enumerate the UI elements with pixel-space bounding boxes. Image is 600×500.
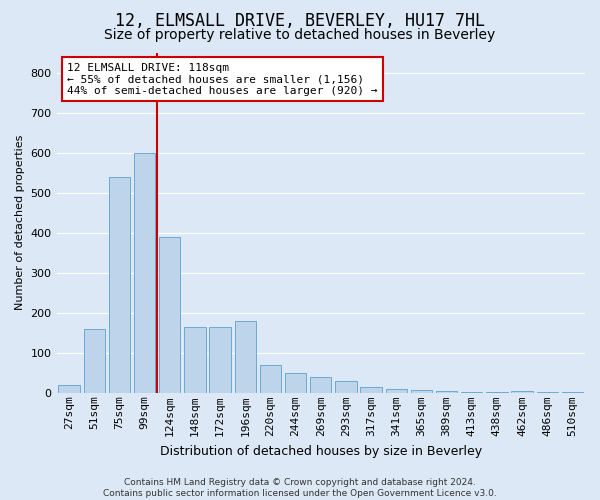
Bar bbox=[134, 152, 155, 393]
Bar bbox=[562, 392, 583, 393]
Text: Size of property relative to detached houses in Beverley: Size of property relative to detached ho… bbox=[104, 28, 496, 42]
Bar bbox=[411, 390, 432, 393]
Bar bbox=[109, 176, 130, 393]
Text: Contains HM Land Registry data © Crown copyright and database right 2024.
Contai: Contains HM Land Registry data © Crown c… bbox=[103, 478, 497, 498]
Bar bbox=[159, 236, 181, 393]
Bar bbox=[386, 389, 407, 393]
Bar bbox=[58, 385, 80, 393]
Bar bbox=[436, 391, 457, 393]
Bar bbox=[260, 365, 281, 393]
Y-axis label: Number of detached properties: Number of detached properties bbox=[15, 135, 25, 310]
X-axis label: Distribution of detached houses by size in Beverley: Distribution of detached houses by size … bbox=[160, 444, 482, 458]
Bar bbox=[209, 327, 231, 393]
Bar bbox=[461, 392, 482, 393]
Bar bbox=[486, 392, 508, 393]
Bar bbox=[310, 377, 331, 393]
Bar bbox=[184, 327, 206, 393]
Bar bbox=[511, 391, 533, 393]
Bar bbox=[536, 392, 558, 393]
Bar bbox=[285, 373, 307, 393]
Bar bbox=[335, 381, 356, 393]
Text: 12, ELMSALL DRIVE, BEVERLEY, HU17 7HL: 12, ELMSALL DRIVE, BEVERLEY, HU17 7HL bbox=[115, 12, 485, 30]
Text: 12 ELMSALL DRIVE: 118sqm
← 55% of detached houses are smaller (1,156)
44% of sem: 12 ELMSALL DRIVE: 118sqm ← 55% of detach… bbox=[67, 62, 377, 96]
Bar bbox=[235, 321, 256, 393]
Bar bbox=[83, 329, 105, 393]
Bar bbox=[361, 387, 382, 393]
